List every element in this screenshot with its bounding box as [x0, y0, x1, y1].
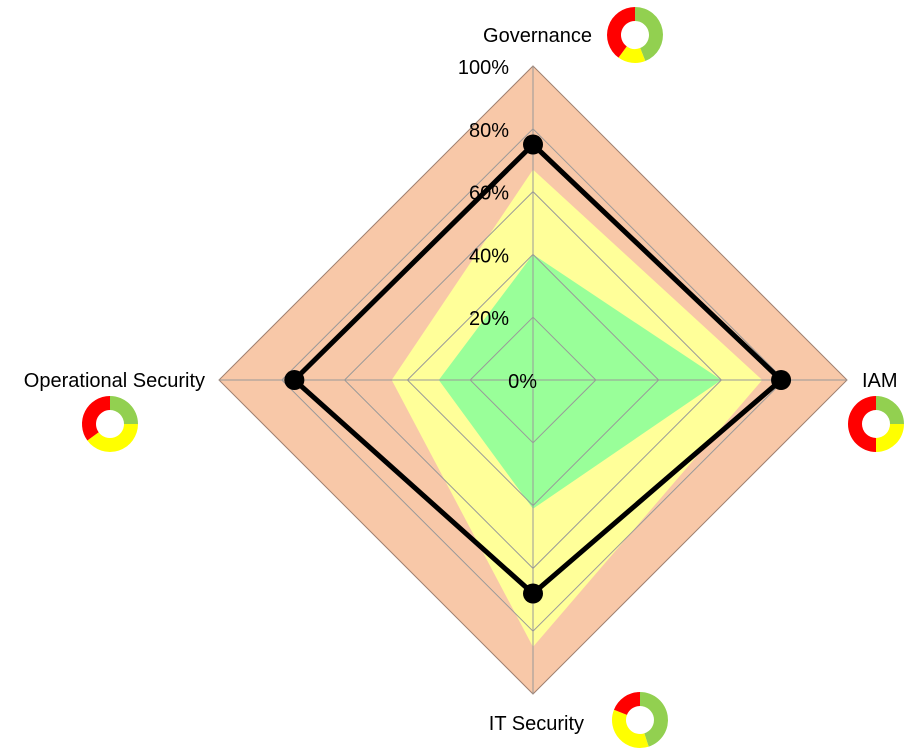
donut-segment-red: [848, 396, 876, 452]
donut-segment-red: [607, 7, 635, 58]
tick-label: 40%: [469, 245, 509, 267]
donut-segment-yellow: [612, 709, 649, 749]
donut-segment-red: [82, 396, 110, 441]
donut-segment-green: [876, 396, 904, 424]
donut-segment-yellow: [876, 424, 904, 452]
data-point: [284, 370, 305, 390]
tick-label: 0%: [508, 371, 537, 393]
category-label: Operational Security: [24, 370, 205, 392]
donut-segment-green: [635, 7, 664, 62]
donut-segment-yellow: [618, 46, 646, 64]
tick-label: 20%: [469, 308, 509, 330]
category-label: IT Security: [489, 713, 584, 735]
tick-label: 60%: [469, 183, 509, 205]
category-label: IAM: [862, 370, 898, 392]
donut-segment-yellow: [87, 424, 138, 452]
data-point: [523, 134, 543, 155]
band-green-band: [438, 254, 722, 509]
donut-segment-green: [110, 396, 138, 424]
donut-segment-green: [640, 692, 668, 747]
tick-label: 100%: [458, 57, 509, 79]
data-point: [523, 583, 543, 604]
tick-label: 80%: [469, 120, 509, 142]
data-point: [771, 370, 792, 390]
donut-segment-red: [613, 692, 640, 715]
category-label: Governance: [483, 25, 592, 47]
